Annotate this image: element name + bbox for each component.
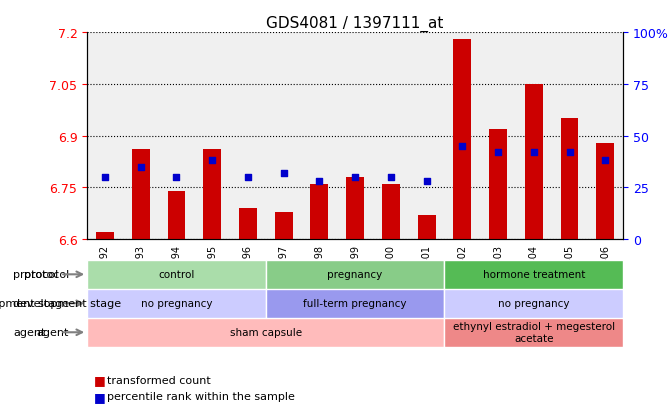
Point bbox=[314, 178, 325, 185]
Point bbox=[243, 174, 253, 181]
Text: transformed count: transformed count bbox=[107, 375, 211, 385]
Point bbox=[421, 178, 432, 185]
FancyBboxPatch shape bbox=[444, 289, 623, 318]
Bar bbox=[454, 40, 471, 240]
Point bbox=[100, 174, 111, 181]
Bar bbox=[561, 119, 578, 240]
Title: GDS4081 / 1397111_at: GDS4081 / 1397111_at bbox=[267, 16, 444, 32]
Bar bbox=[132, 150, 149, 240]
Text: agent: agent bbox=[37, 328, 69, 337]
Bar bbox=[346, 178, 364, 240]
Point bbox=[600, 158, 610, 164]
Bar bbox=[596, 143, 614, 240]
Point bbox=[492, 150, 503, 156]
Bar bbox=[203, 150, 221, 240]
Text: agent: agent bbox=[13, 328, 46, 337]
Point bbox=[564, 150, 575, 156]
Point bbox=[350, 174, 360, 181]
Text: full-term pregnancy: full-term pregnancy bbox=[304, 299, 407, 309]
Point bbox=[385, 174, 396, 181]
FancyBboxPatch shape bbox=[87, 260, 266, 289]
Text: pregnancy: pregnancy bbox=[328, 270, 383, 280]
Text: percentile rank within the sample: percentile rank within the sample bbox=[107, 392, 295, 401]
Bar bbox=[489, 129, 507, 240]
Text: protocol: protocol bbox=[13, 270, 59, 280]
Text: hormone treatment: hormone treatment bbox=[482, 270, 585, 280]
Text: development stage: development stage bbox=[13, 299, 121, 309]
Bar bbox=[310, 185, 328, 240]
Bar bbox=[239, 209, 257, 240]
Bar bbox=[417, 216, 436, 240]
Text: control: control bbox=[158, 270, 194, 280]
FancyBboxPatch shape bbox=[266, 289, 444, 318]
FancyBboxPatch shape bbox=[444, 318, 623, 347]
FancyBboxPatch shape bbox=[87, 318, 444, 347]
Point bbox=[207, 158, 218, 164]
Text: ■: ■ bbox=[94, 390, 106, 403]
Bar bbox=[275, 212, 293, 240]
Text: ■: ■ bbox=[94, 373, 106, 387]
Text: protocol: protocol bbox=[24, 270, 69, 280]
Point bbox=[529, 150, 539, 156]
Bar bbox=[382, 185, 400, 240]
FancyBboxPatch shape bbox=[266, 260, 444, 289]
FancyBboxPatch shape bbox=[444, 260, 623, 289]
Text: no pregnancy: no pregnancy bbox=[141, 299, 212, 309]
Text: no pregnancy: no pregnancy bbox=[498, 299, 570, 309]
Point bbox=[457, 143, 468, 150]
Bar bbox=[525, 85, 543, 240]
Point bbox=[171, 174, 182, 181]
Bar bbox=[168, 191, 186, 240]
Text: sham capsule: sham capsule bbox=[230, 328, 302, 337]
Text: development stage: development stage bbox=[0, 299, 69, 309]
Point bbox=[278, 170, 289, 177]
FancyBboxPatch shape bbox=[87, 289, 266, 318]
Point bbox=[135, 164, 146, 171]
Text: ethynyl estradiol + megesterol
acetate: ethynyl estradiol + megesterol acetate bbox=[453, 322, 615, 343]
Bar bbox=[96, 233, 114, 240]
